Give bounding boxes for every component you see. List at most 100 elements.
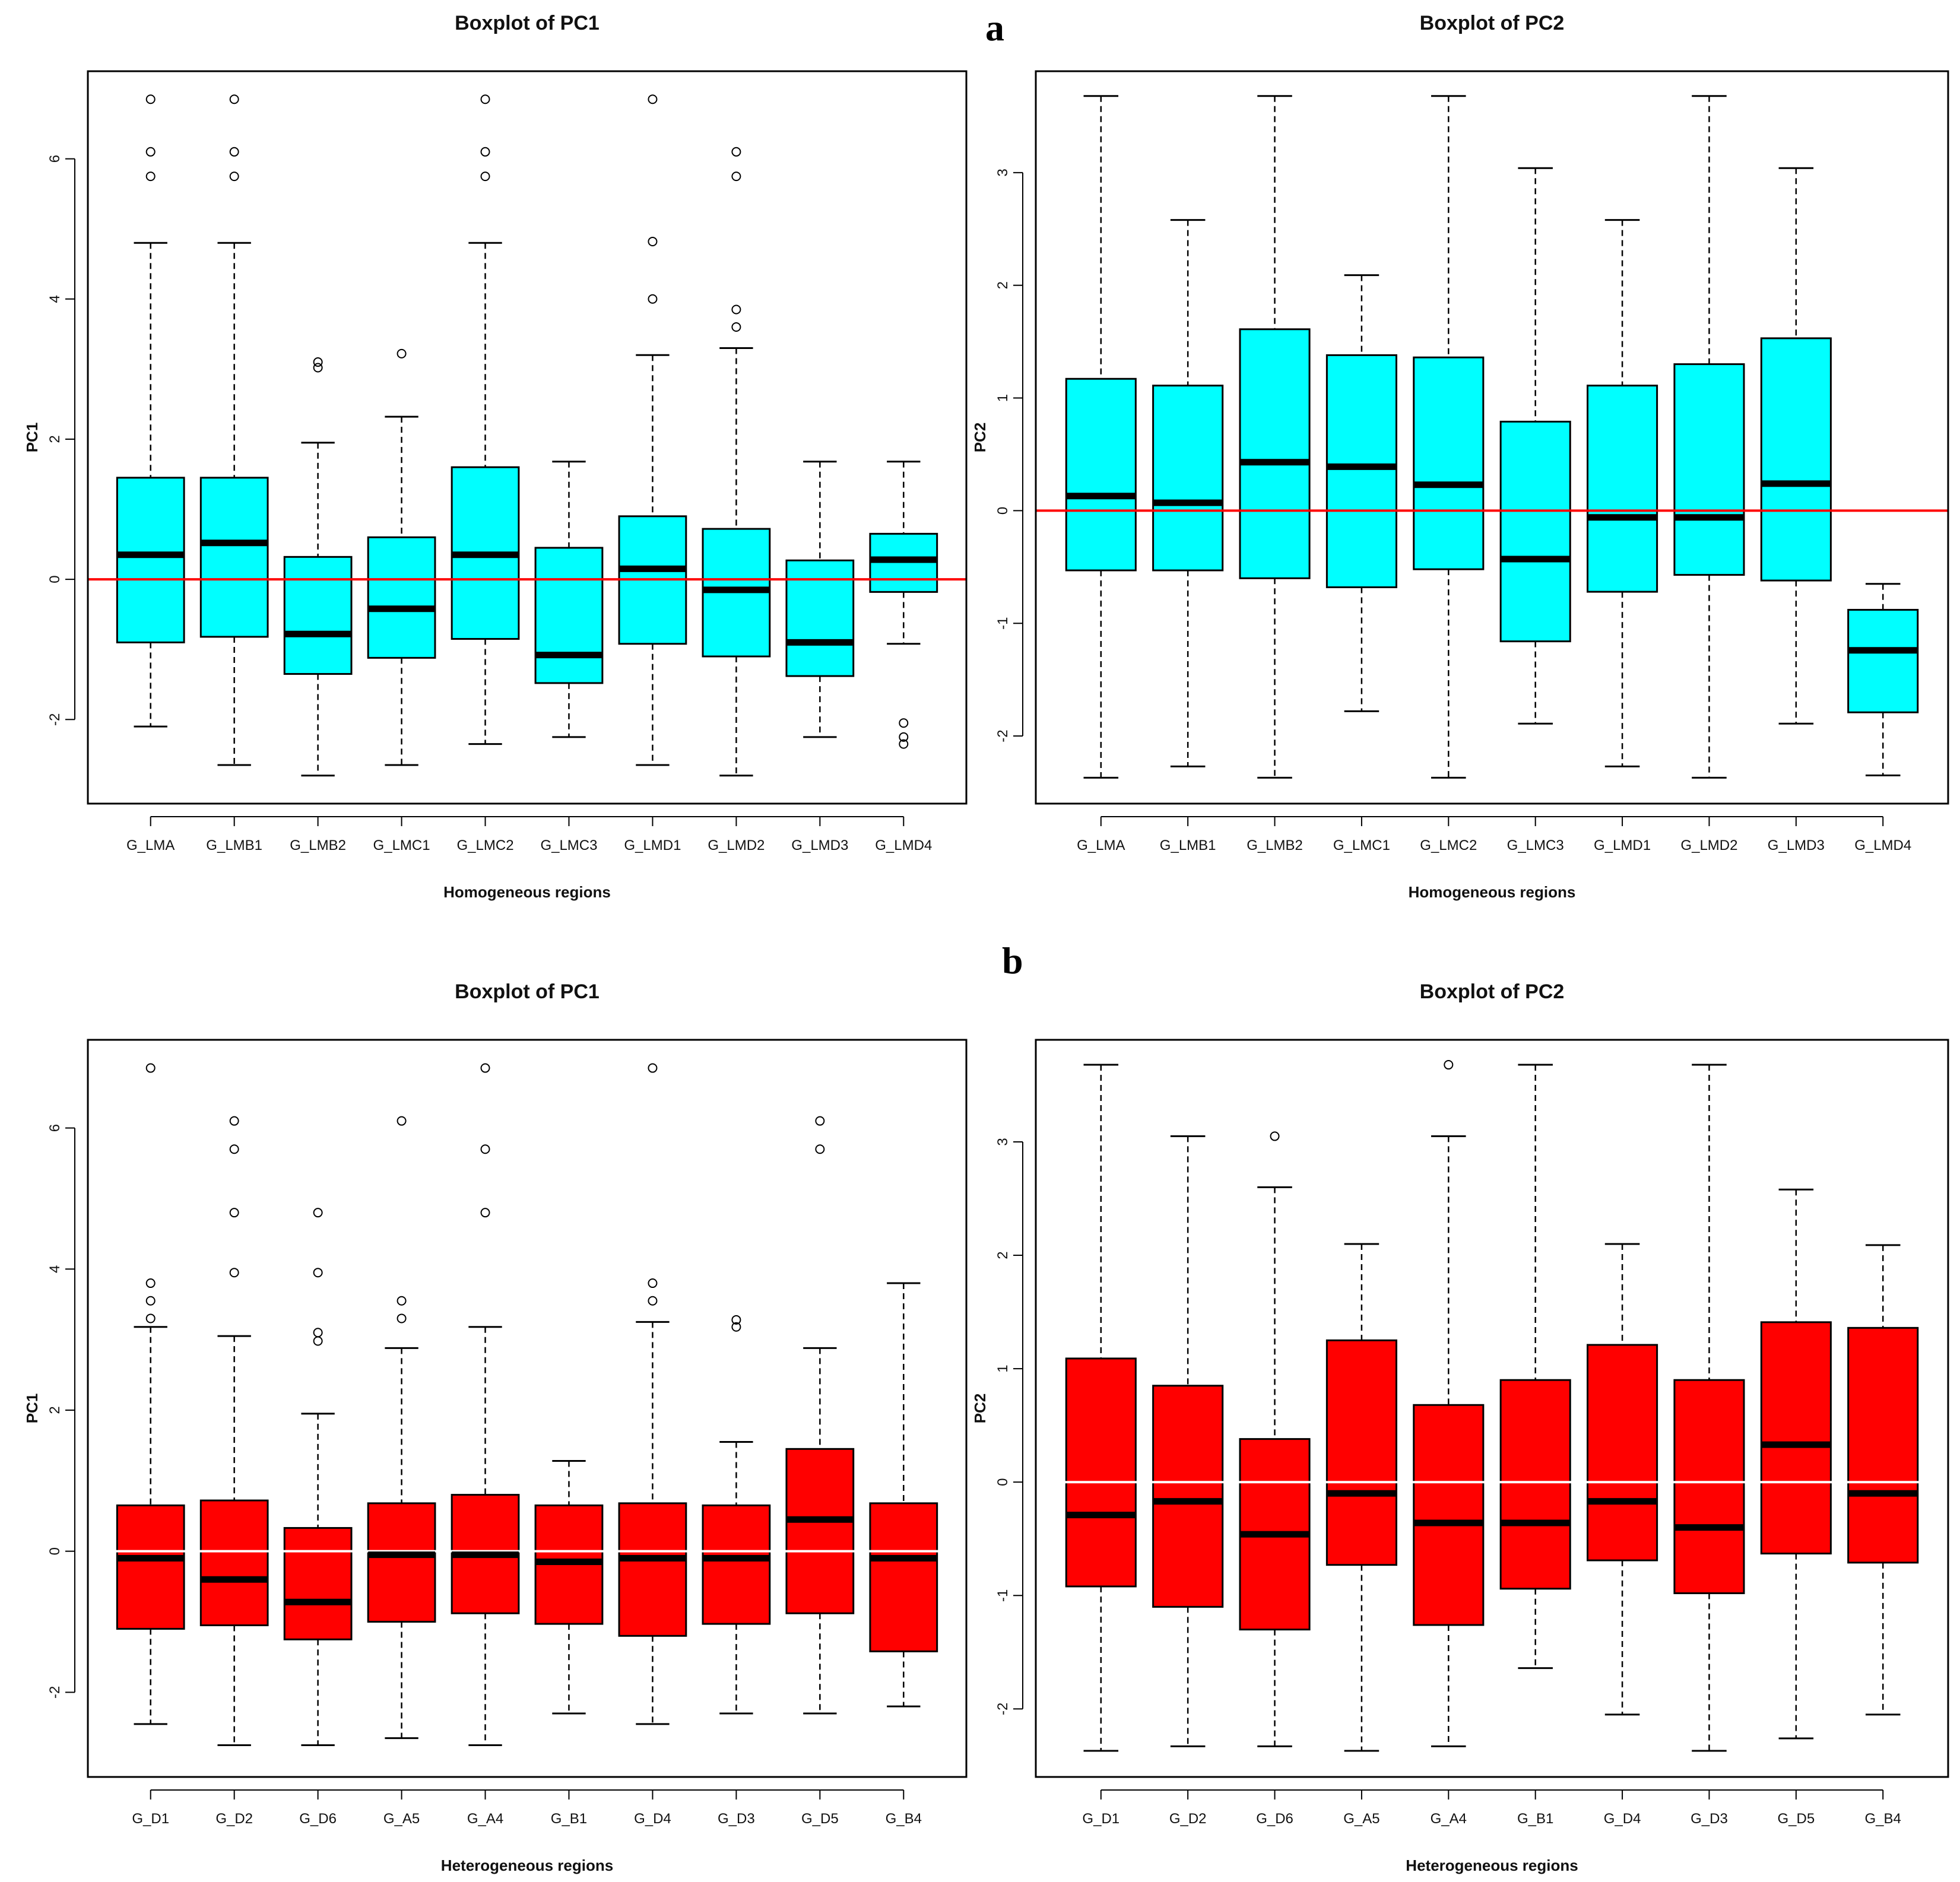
p1-box (534, 547, 604, 684)
p3-outlier-point (731, 1322, 741, 1332)
p1-x-tick-label: G_LMA (126, 837, 175, 853)
p3-x-tick-label: G_A5 (383, 1811, 420, 1827)
p1-y-tick-label: -2 (47, 713, 63, 726)
p3-outlier-point (480, 1063, 490, 1073)
p1-x-axis-label: Homogeneous regions (443, 883, 611, 901)
p3-box (618, 1502, 687, 1637)
p1-outlier-point (731, 172, 741, 182)
p1-outlier-point (145, 94, 156, 104)
p3-x-tick-label: G_B4 (886, 1811, 922, 1827)
p1-outlier-point (648, 294, 658, 304)
p1-box (367, 536, 436, 659)
p4-box (1499, 1379, 1571, 1590)
p2-y-tick-label: -2 (995, 729, 1011, 742)
p2-y-tick-label: 0 (995, 507, 1011, 515)
p3-outlier-point (480, 1208, 490, 1218)
p4-x-tick-label: G_D4 (1604, 1811, 1641, 1827)
p1-outlier-point (397, 348, 407, 358)
p1-outlier-point (229, 147, 239, 157)
p3-outlier-point (815, 1116, 825, 1126)
p4-chart-title: Boxplot of PC2 (1420, 980, 1565, 1003)
p4-box (1413, 1404, 1485, 1626)
p2-x-tick-label: G_LMD4 (1854, 837, 1911, 853)
panel-label-b: b (1002, 940, 1023, 982)
p3-outlier-point (648, 1278, 658, 1288)
p1-outlier-point (899, 739, 909, 749)
p2-x-tick-label: G_LMB1 (1160, 837, 1216, 853)
p2-x-tick-label: G_LMD3 (1768, 837, 1825, 853)
p2-box (1760, 337, 1832, 582)
p3-outlier-point (397, 1116, 407, 1126)
p1-y-axis-label: PC1 (23, 423, 41, 453)
p3-outlier-point (648, 1296, 658, 1306)
p4-y-tick-label: 2 (995, 1251, 1011, 1259)
p2-x-tick-label: G_LMC1 (1333, 837, 1390, 853)
p4-x-tick-label: G_D1 (1082, 1811, 1119, 1827)
p3-outlier-point (313, 1328, 323, 1338)
p3-outlier-point (313, 1208, 323, 1218)
p1-outlier-point (731, 304, 741, 315)
p1-x-tick-label: G_LMD2 (708, 837, 765, 853)
p1-outlier-point (899, 718, 909, 728)
p3-outlier-point (145, 1063, 156, 1073)
p1-x-tick-label: G_LMB2 (290, 837, 346, 853)
p2-box (1065, 377, 1137, 572)
p2-x-tick-label: G_LMA (1077, 837, 1125, 853)
p4-outlier-point (1444, 1060, 1454, 1070)
p4-box (1065, 1357, 1137, 1588)
p2-y-tick-label: -1 (995, 617, 1011, 630)
p1-outlier-point (480, 172, 490, 182)
p4-box (1673, 1379, 1745, 1594)
panel-label-a: a (985, 7, 1004, 49)
p4-x-tick-label: G_B1 (1517, 1811, 1553, 1827)
p3-x-axis-label: Heterogeneous regions (441, 1856, 613, 1874)
p3-outlier-point (480, 1144, 490, 1154)
p1-outlier-point (145, 172, 156, 182)
p3-outlier-point (731, 1315, 741, 1325)
p4-box (1847, 1326, 1919, 1564)
p2-plot-frame (1035, 70, 1949, 805)
p1-box (785, 559, 855, 677)
p3-x-tick-label: G_A4 (467, 1811, 503, 1827)
p2-x-tick-label: G_LMD2 (1680, 837, 1737, 853)
p1-chart-title: Boxplot of PC1 (455, 12, 600, 34)
p3-outlier-point (145, 1296, 156, 1306)
p3-outlier-point (229, 1116, 239, 1126)
p3-box (116, 1504, 185, 1630)
p3-box (199, 1499, 269, 1626)
p3-x-tick-label: G_D6 (299, 1811, 337, 1827)
p1-outlier-point (480, 94, 490, 104)
p4-box (1587, 1344, 1658, 1562)
p2-x-tick-label: G_LMC3 (1507, 837, 1564, 853)
p3-outlier-point (313, 1268, 323, 1278)
p1-box (199, 477, 269, 638)
p3-y-tick-label: 4 (47, 1265, 63, 1273)
p4-y-tick-label: -1 (995, 1589, 1011, 1602)
p3-y-tick-label: 0 (47, 1547, 63, 1555)
p4-x-tick-label: G_A4 (1431, 1811, 1467, 1827)
p2-box (1152, 385, 1224, 572)
p1-x-tick-label: G_LMB1 (206, 837, 262, 853)
p3-x-tick-label: G_D1 (132, 1811, 169, 1827)
p2-box (1499, 420, 1571, 643)
p1-box (116, 477, 185, 643)
p1-outlier-point (480, 147, 490, 157)
p4-x-axis-label: Heterogeneous regions (1406, 1856, 1578, 1874)
p2-box (1413, 356, 1485, 570)
p2-y-axis-label: PC2 (971, 423, 989, 453)
p1-outlier-point (229, 172, 239, 182)
p3-box (785, 1448, 855, 1614)
p4-y-tick-label: 0 (995, 1478, 1011, 1486)
p3-box (869, 1502, 938, 1652)
p3-outlier-point (145, 1313, 156, 1324)
p4-x-tick-label: G_B4 (1865, 1811, 1901, 1827)
p4-outlier-point (1270, 1131, 1280, 1141)
p3-x-tick-label: G_B1 (551, 1811, 587, 1827)
p4-plot-frame (1035, 1039, 1949, 1778)
p4-y-tick-label: 1 (995, 1364, 1011, 1372)
p3-y-axis-label: PC1 (23, 1394, 41, 1424)
p1-outlier-point (648, 236, 658, 246)
p1-x-tick-label: G_LMC1 (373, 837, 430, 853)
p1-y-tick-label: 6 (47, 155, 63, 163)
